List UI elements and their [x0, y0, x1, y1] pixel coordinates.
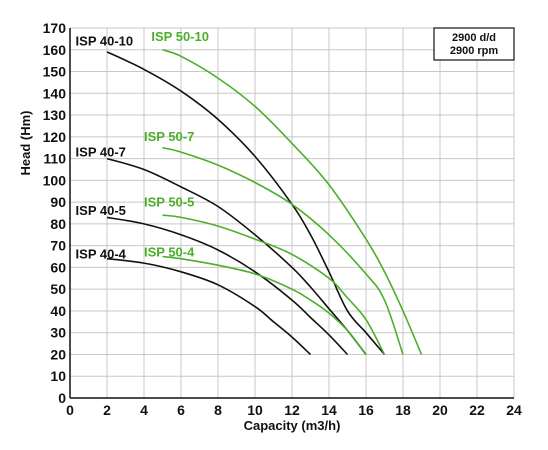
- label-isp-50-4: ISP 50-4: [144, 245, 195, 260]
- x-tick-label: 8: [214, 402, 222, 418]
- label-isp-50-10: ISP 50-10: [151, 29, 209, 44]
- curve-labels: ISP 40-10 ISP 50-10 ISP 50-7 ISP 40-7 ISP 50…: [76, 29, 209, 262]
- y-tick-label: 70: [50, 238, 66, 254]
- speed-line-2: 2900 rpm: [450, 45, 499, 57]
- y-tick-label: 10: [50, 368, 66, 384]
- y-tick-label: 40: [50, 303, 66, 319]
- speed-box-frame: [433, 27, 515, 61]
- curve-isp-50-7: [162, 146, 404, 355]
- x-axis-title: Capacity (m3/h): [244, 418, 341, 433]
- y-tick-label: 30: [50, 325, 66, 341]
- y-tick-label: 160: [43, 42, 67, 58]
- label-isp-40-4: ISP 40-4: [76, 247, 127, 262]
- curve-isp-50-10: [162, 49, 423, 355]
- label-isp-50-5: ISP 50-5: [144, 194, 194, 209]
- label-isp-40-5: ISP 40-5: [76, 203, 126, 218]
- y-tick-label: 0: [58, 390, 66, 406]
- curve-isp-40-5: [106, 216, 349, 356]
- y-axis-title: Head (Hm): [18, 110, 33, 175]
- x-tick-label: 20: [432, 402, 448, 418]
- curve-isp-40-4: [106, 257, 312, 356]
- y-tick-label: 150: [43, 64, 67, 80]
- label-isp-40-10: ISP 40-10: [76, 33, 134, 48]
- curves: [106, 49, 423, 356]
- x-tick-label: 22: [469, 402, 485, 418]
- x-tick-label: 16: [358, 402, 374, 418]
- y-tick-label: 20: [50, 346, 66, 362]
- x-tick-label: 0: [66, 402, 74, 418]
- x-tick-label: 14: [321, 402, 337, 418]
- speed-box: 2900 d/d 2900 rpm: [433, 27, 515, 61]
- x-tick-label: 10: [247, 402, 263, 418]
- label-isp-40-7: ISP 40-7: [76, 144, 126, 159]
- curve-isp-40-7: [106, 157, 367, 355]
- x-tick-label: 12: [284, 402, 300, 418]
- y-tick-label: 130: [43, 107, 67, 123]
- y-tick-label: 60: [50, 259, 66, 275]
- grid: [69, 27, 515, 399]
- y-tick-label: 140: [43, 85, 67, 101]
- y-tick-label: 170: [43, 20, 67, 36]
- x-tick-label: 18: [395, 402, 411, 418]
- curve-isp-50-5: [162, 214, 386, 355]
- y-tick-label: 100: [43, 172, 67, 188]
- y-tick-label: 120: [43, 129, 67, 145]
- tick-labels: 0 2 4 6 8 10 12 14 16 18 20 22 240102030405060708090…: [43, 20, 522, 418]
- x-tick-label: 4: [140, 402, 148, 418]
- speed-line-1: 2900 d/d: [452, 32, 496, 44]
- y-tick-label: 80: [50, 216, 66, 232]
- x-tick-label: 6: [177, 402, 185, 418]
- y-tick-label: 50: [50, 281, 66, 297]
- x-tick-label: 24: [506, 402, 522, 418]
- label-isp-50-7: ISP 50-7: [144, 129, 194, 144]
- y-tick-label: 90: [50, 194, 66, 210]
- y-tick-label: 110: [43, 151, 66, 167]
- curve-isp-50-4: [162, 255, 367, 355]
- x-tick-label: 2: [103, 402, 111, 418]
